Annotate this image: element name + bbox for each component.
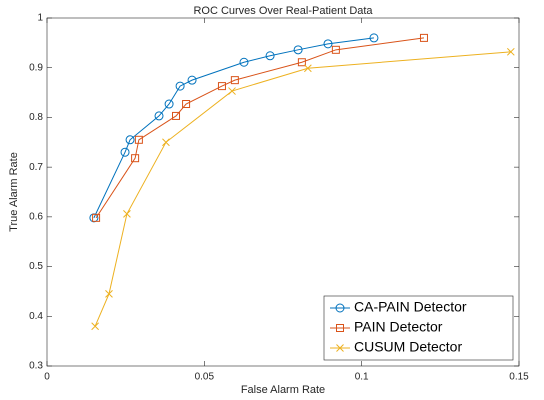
x-tick-label: 0.05 [195,372,215,383]
marker [120,147,130,157]
y-tick-label: 0.4 [29,311,43,322]
marker [369,33,379,43]
legend-label: CUSUM Detector [354,339,462,355]
marker [419,33,428,42]
legend-marker [336,344,344,352]
marker [293,45,303,55]
series-line [93,37,375,219]
y-tick-label: 0.5 [29,261,43,272]
x-tick-label: 0.15 [509,372,529,383]
marker [187,75,197,85]
legend-label: CA-PAIN Detector [354,299,467,315]
legend-marker [336,324,344,332]
marker [134,135,143,144]
legend [323,295,514,361]
y-tick-label: 0.3 [29,361,43,372]
marker [172,111,181,120]
marker [162,138,170,147]
plot-area [46,17,520,367]
marker [164,99,174,109]
marker [125,135,135,145]
y-tick-label: 0.6 [29,211,43,222]
y-tick-label: 0.8 [29,112,43,123]
marker [105,290,113,298]
y-tick-label: 0.9 [29,62,43,73]
x-axis-label: False Alarm Rate [241,384,325,396]
chart-title: ROC Curves Over Real-Patient Data [193,5,373,17]
x-tick-label: 0 [44,372,50,383]
legend-marker [335,303,345,313]
y-axis-label: True Alarm Rate [8,152,20,232]
marker [154,111,164,121]
marker [230,76,239,85]
y-tick-label: 1 [37,13,43,24]
marker [323,39,333,49]
marker [91,322,99,331]
marker [297,58,306,67]
x-tick-label: 0.1 [355,372,369,383]
marker [182,100,191,109]
marker [123,210,131,218]
marker [331,45,340,54]
y-tick-label: 0.7 [29,162,43,173]
legend-label: PAIN Detector [354,319,443,335]
marker [265,51,275,61]
marker [304,64,312,73]
marker [228,87,236,95]
marker [131,154,140,163]
series-line [95,37,425,219]
marker [217,82,226,91]
marker [92,213,101,222]
marker [175,81,185,91]
marker [239,57,249,67]
marker [506,47,515,56]
